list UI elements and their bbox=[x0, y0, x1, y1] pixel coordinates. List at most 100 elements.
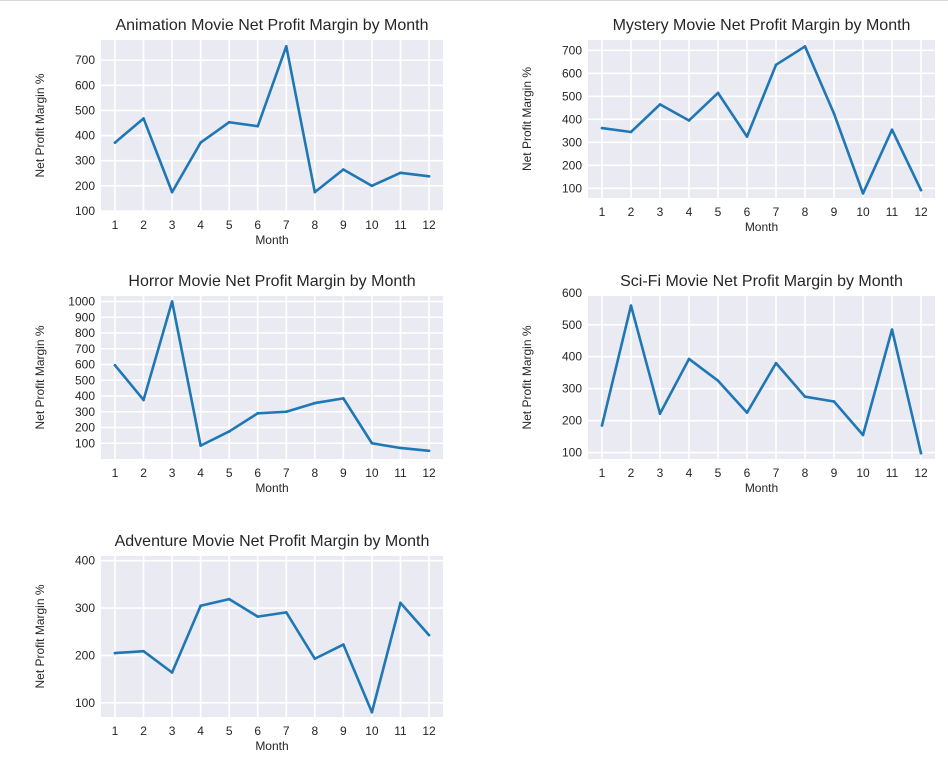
data-point bbox=[256, 124, 260, 128]
x-tick-label: 1 bbox=[112, 724, 119, 738]
data-point bbox=[774, 63, 778, 67]
data-point bbox=[774, 361, 778, 365]
data-point bbox=[861, 192, 865, 195]
x-axis-label: Month bbox=[745, 481, 778, 495]
x-tick-label: 4 bbox=[197, 218, 204, 232]
data-point bbox=[427, 449, 431, 453]
x-tick-label: 3 bbox=[169, 466, 176, 480]
x-tick-label: 10 bbox=[365, 466, 379, 480]
data-point bbox=[342, 643, 345, 646]
x-tick-label: 1 bbox=[112, 466, 119, 480]
data-point bbox=[745, 135, 749, 138]
data-line bbox=[113, 300, 431, 453]
y-tick-label: 500 bbox=[562, 318, 582, 332]
x-tick-label: 11 bbox=[886, 205, 899, 219]
x-tick-label: 2 bbox=[628, 466, 635, 480]
data-point bbox=[170, 671, 174, 674]
x-tick-label: 5 bbox=[226, 724, 233, 738]
data-point bbox=[600, 424, 604, 427]
x-tick-label: 9 bbox=[831, 466, 838, 480]
x-tick-label: 5 bbox=[226, 466, 233, 480]
data-point bbox=[832, 112, 836, 115]
top-border bbox=[0, 0, 948, 1]
data-point bbox=[256, 412, 260, 415]
y-tick-label: 300 bbox=[562, 135, 582, 149]
horror-chart: 1 2 3 4 5 6 7 8 9 10 11 121002003004005006007008009… bbox=[33, 273, 443, 495]
x-tick-label: 6 bbox=[254, 724, 261, 738]
data-point bbox=[629, 130, 633, 134]
x-tick-label: 2 bbox=[140, 724, 147, 738]
x-tick-label: 4 bbox=[686, 205, 693, 219]
data-point bbox=[256, 615, 260, 618]
data-point bbox=[227, 120, 231, 124]
mystery-chart: 1 2 3 4 5 6 7 8 9 10 11 12100200300400500600700Myst… bbox=[520, 17, 935, 234]
y-tick-label: 200 bbox=[562, 414, 582, 428]
y-tick-label: 300 bbox=[75, 154, 95, 168]
data-point bbox=[199, 141, 202, 144]
data-point bbox=[658, 103, 662, 106]
data-point bbox=[142, 649, 145, 653]
data-point bbox=[687, 357, 691, 361]
y-tick-label: 500 bbox=[562, 89, 582, 103]
x-tick-label: 9 bbox=[340, 218, 347, 232]
y-tick-label: 100 bbox=[562, 446, 582, 460]
chart-title: Adventure Movie Net Profit Margin by Mon… bbox=[115, 533, 430, 550]
x-tick-label: 11 bbox=[394, 218, 407, 232]
data-point bbox=[170, 300, 174, 303]
y-tick-label: 300 bbox=[75, 405, 95, 419]
x-tick-label: 2 bbox=[628, 205, 635, 219]
y-tick-label: 100 bbox=[75, 696, 95, 710]
data-point bbox=[629, 304, 633, 307]
y-tick-label: 200 bbox=[75, 179, 95, 193]
x-tick-label: 3 bbox=[169, 724, 176, 738]
y-tick-label: 500 bbox=[75, 373, 95, 387]
data-line bbox=[113, 597, 431, 714]
y-tick-label: 800 bbox=[75, 326, 95, 340]
y-tick-label: 100 bbox=[75, 204, 95, 218]
data-point bbox=[113, 363, 117, 367]
y-tick-label: 700 bbox=[75, 53, 95, 67]
x-tick-label: 5 bbox=[226, 218, 233, 232]
y-tick-label: 600 bbox=[562, 66, 582, 80]
y-tick-label: 400 bbox=[75, 554, 95, 568]
data-line bbox=[600, 304, 923, 455]
y-tick-label: 400 bbox=[75, 129, 95, 143]
plot-area bbox=[101, 40, 443, 211]
x-axis-label: Month bbox=[255, 481, 288, 495]
x-tick-label: 6 bbox=[254, 218, 261, 232]
x-tick-label: 6 bbox=[744, 205, 751, 219]
data-point bbox=[313, 190, 317, 194]
data-point bbox=[399, 171, 402, 175]
data-point bbox=[427, 174, 431, 178]
data-point bbox=[170, 190, 174, 194]
chart-title: Animation Movie Net Profit Margin by Mon… bbox=[115, 17, 428, 34]
y-axis-label: Net Profit Margin % bbox=[520, 67, 534, 171]
data-line bbox=[113, 44, 431, 194]
x-tick-label: 3 bbox=[169, 218, 176, 232]
chart-title: Horror Movie Net Profit Margin by Month bbox=[128, 273, 415, 290]
y-tick-label: 400 bbox=[562, 350, 582, 364]
data-point bbox=[284, 611, 288, 614]
y-tick-label: 200 bbox=[75, 648, 95, 662]
y-tick-label: 100 bbox=[562, 181, 582, 195]
x-tick-label: 11 bbox=[394, 466, 407, 480]
x-axis-label: Month bbox=[745, 220, 778, 234]
x-tick-label: 7 bbox=[283, 218, 290, 232]
data-point bbox=[919, 451, 923, 455]
data-point bbox=[342, 168, 345, 171]
animation-chart: 1 2 3 4 5 6 7 8 9 10 11 12100200300400500600700Anim… bbox=[33, 17, 443, 247]
x-tick-label: 7 bbox=[773, 466, 780, 480]
data-point bbox=[919, 188, 923, 192]
x-tick-label: 3 bbox=[657, 205, 664, 219]
x-tick-label: 1 bbox=[599, 205, 606, 219]
y-tick-label: 300 bbox=[562, 382, 582, 396]
x-axis-label: Month bbox=[255, 739, 288, 753]
plot-area bbox=[101, 296, 443, 459]
plot-area bbox=[588, 296, 935, 459]
x-tick-label: 8 bbox=[802, 205, 809, 219]
data-point bbox=[370, 184, 374, 188]
x-tick-label: 9 bbox=[831, 205, 838, 219]
y-tick-label: 200 bbox=[562, 158, 582, 172]
x-tick-label: 2 bbox=[140, 466, 147, 480]
